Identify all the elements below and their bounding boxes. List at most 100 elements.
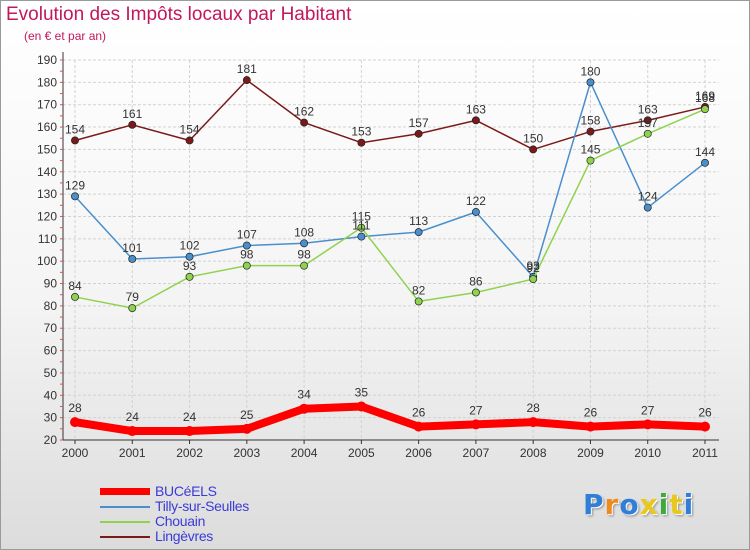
x-tick-label: 2005 [348, 446, 375, 460]
data-point-bucéels [700, 421, 710, 432]
data-label-ling-vres: 169 [695, 89, 715, 103]
data-label-ling-vres: 154 [65, 122, 85, 136]
data-point-chouain [471, 288, 480, 297]
legend-swatch-lingevres [100, 536, 150, 538]
data-label-ling-vres: 153 [351, 125, 371, 139]
data-point-tilly-sur-seulles [185, 252, 194, 261]
data-label-bucéels: 26 [584, 406, 598, 420]
y-tick-label: 170 [37, 98, 57, 112]
data-label-tilly-sur-seulles: 129 [65, 178, 85, 192]
y-tick-label: 150 [37, 142, 57, 156]
data-point-bucéels [413, 421, 424, 432]
data-point-bucéels [241, 423, 252, 434]
data-point-bucéels [642, 419, 653, 430]
series-lines [70, 76, 710, 437]
data-point-ling-vres [185, 136, 194, 145]
x-tick-label: 2007 [463, 446, 490, 460]
data-point-tilly-sur-seulles [128, 254, 137, 263]
grid-lines [63, 59, 719, 441]
data-label-chouain: 86 [469, 274, 483, 288]
chart-subtitle: (en € et par an) [24, 29, 107, 43]
data-point-tilly-sur-seulles [300, 239, 309, 248]
y-tick-label: 30 [44, 411, 58, 425]
legend-item-chouain: Chouain [100, 513, 400, 529]
data-point-chouain [529, 275, 538, 284]
x-tick-label: 2011 [692, 446, 718, 460]
data-label-chouain: 79 [126, 290, 140, 304]
data-label-tilly-sur-seulles: 107 [237, 228, 257, 242]
data-label-ling-vres: 158 [580, 114, 600, 128]
y-tick-label: 60 [44, 344, 58, 358]
data-point-tilly-sur-seulles [242, 241, 251, 250]
x-tick-label: 2008 [520, 446, 547, 460]
data-label-bucéels: 26 [412, 406, 426, 420]
data-point-chouain [357, 223, 366, 232]
series-line-chouain [74, 108, 706, 309]
data-label-tilly-sur-seulles: 102 [180, 239, 200, 253]
x-tick-label: 2010 [634, 446, 661, 460]
logo-letter: t [669, 488, 684, 521]
data-label-chouain: 157 [638, 116, 658, 130]
data-point-bucéels [70, 417, 80, 428]
data-point-bucéels [470, 419, 481, 430]
data-label-tilly-sur-seulles: 180 [580, 64, 600, 78]
y-tick-label: 100 [37, 254, 57, 268]
legend: BUCéELS Tilly-sur-Seulles Chouain Lingèv… [100, 483, 400, 544]
chart-title: Evolution des Impôts locaux par Habitant [6, 4, 352, 25]
legend-item-tilly: Tilly-sur-Seulles [100, 498, 400, 514]
y-tick-label: 50 [44, 366, 58, 380]
legend-item-bucéels: BUCéELS [100, 483, 400, 499]
data-label-chouain: 115 [352, 210, 371, 224]
data-label-chouain: 93 [183, 259, 197, 273]
data-label-tilly-sur-seulles: 108 [294, 225, 314, 239]
x-tick-label: 2004 [291, 446, 318, 460]
data-label-bucéels: 28 [68, 401, 82, 415]
y-tick-label: 160 [37, 120, 57, 134]
y-tick-label: 140 [37, 165, 57, 179]
x-tick-label: 2002 [176, 446, 203, 460]
axes: 20 30 40 50 60 70 80 90 100 110 120 130 140 150 160 170… [37, 52, 719, 460]
data-label-bucéels: 27 [469, 403, 483, 417]
data-label-chouain: 98 [297, 248, 311, 262]
data-label-bucéels: 28 [527, 401, 541, 415]
legend-swatch-chouain [100, 521, 150, 523]
data-label-ling-vres: 150 [523, 131, 543, 145]
data-label-bucéels: 34 [297, 388, 311, 402]
x-tick-label: 2003 [233, 446, 260, 460]
data-label-ling-vres: 154 [180, 122, 200, 136]
data-point-chouain [185, 272, 194, 281]
data-label-chouain: 145 [580, 143, 600, 157]
data-point-tilly-sur-seulles [357, 232, 366, 241]
data-point-ling-vres [529, 145, 538, 154]
y-tick-label: 40 [44, 388, 58, 402]
data-point-chouain [128, 304, 137, 313]
y-tick-label: 80 [44, 299, 58, 313]
data-label-bucéels: 25 [240, 408, 254, 422]
data-point-ling-vres [643, 116, 652, 125]
legend-label-tilly: Tilly-sur-Seulles [155, 498, 249, 514]
data-point-chouain [586, 156, 595, 165]
data-point-ling-vres [586, 127, 595, 136]
x-tick-label: 2006 [405, 446, 432, 460]
data-point-tilly-sur-seulles [586, 78, 595, 87]
y-tick-label: 180 [37, 75, 57, 89]
data-point-tilly-sur-seulles [71, 192, 79, 201]
y-tick-label: 110 [38, 232, 57, 246]
data-label-bucéels: 24 [183, 410, 197, 424]
data-point-ling-vres [300, 118, 309, 127]
data-label-tilly-sur-seulles: 144 [695, 145, 715, 159]
data-label-ling-vres: 161 [122, 107, 142, 121]
logo-letter: i [683, 488, 695, 521]
data-label-chouain: 168 [695, 91, 715, 105]
data-label-tilly-sur-seulles: 93 [527, 259, 541, 273]
data-label-bucéels: 26 [698, 406, 712, 420]
logo-letter: o [619, 488, 640, 521]
legend-swatch-tilly [100, 506, 150, 508]
data-point-ling-vres [414, 129, 423, 138]
legend-swatch-bucéels [100, 488, 150, 495]
data-point-tilly-sur-seulles [701, 158, 709, 167]
data-point-bucéels [585, 421, 596, 432]
data-label-ling-vres: 181 [237, 62, 257, 76]
logo-letter: i [658, 488, 670, 521]
